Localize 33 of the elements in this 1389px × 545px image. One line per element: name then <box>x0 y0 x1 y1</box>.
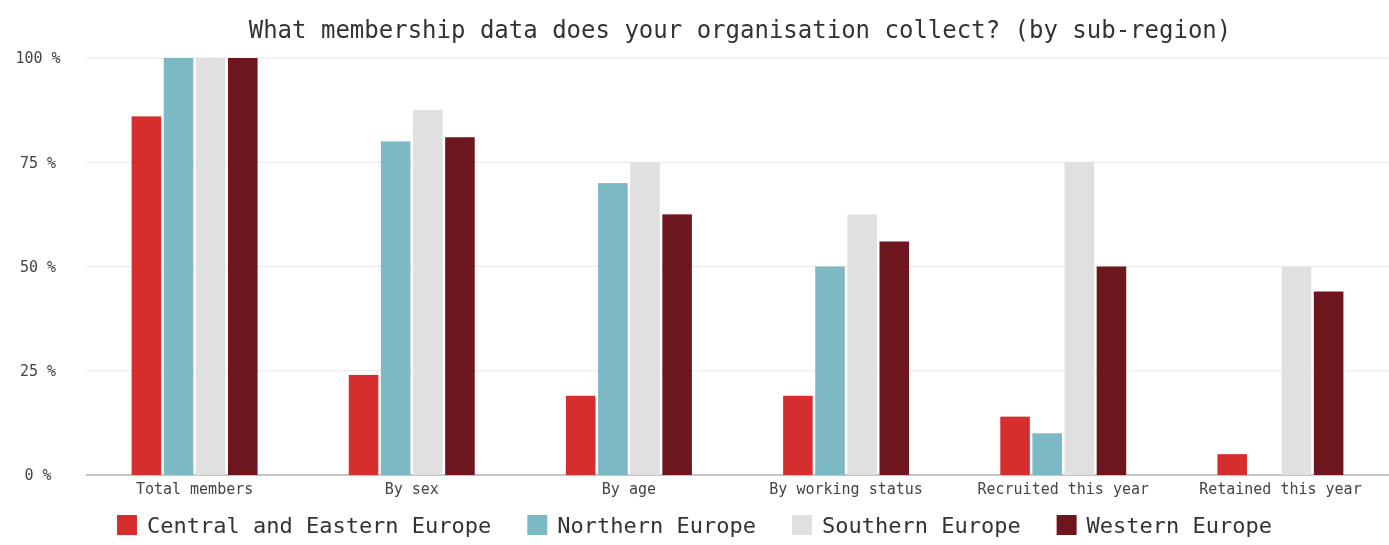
bar <box>598 183 628 475</box>
legend-label: Central and Eastern Europe <box>146 513 492 538</box>
x-tick-label: Total members <box>135 480 254 498</box>
x-tick-label: By age <box>601 480 657 498</box>
bar <box>662 214 692 475</box>
bar <box>879 241 910 475</box>
bar <box>348 374 379 475</box>
bar <box>1217 454 1247 475</box>
bar <box>228 58 258 475</box>
x-tick-label: Retained this year <box>1199 480 1362 498</box>
x-tick-label: By working status <box>769 480 923 498</box>
bar <box>783 395 813 475</box>
bar <box>131 116 162 475</box>
y-tick-label: 100 % <box>15 49 61 68</box>
x-tick-label: Recruited this year <box>977 480 1150 498</box>
bar <box>380 141 411 475</box>
bar <box>1096 266 1127 475</box>
y-tick-label: 0 % <box>24 466 52 485</box>
bar <box>1032 433 1062 475</box>
chart-title: What membership data does your organisation collect? (by sub-region) <box>248 16 1232 44</box>
y-tick-label: 50 % <box>19 257 57 276</box>
bar <box>1313 291 1344 475</box>
y-tick-label: 25 % <box>19 362 57 380</box>
legend-label: Western Europe <box>1086 513 1273 538</box>
legend-label: Southern Europe <box>821 513 1021 538</box>
bar <box>163 58 194 475</box>
x-tick-label: By sex <box>384 480 439 498</box>
legend-label: Northern Europe <box>557 513 756 538</box>
bar <box>1000 416 1030 475</box>
bar <box>445 137 475 475</box>
y-tick-label: 75 % <box>19 153 57 172</box>
bar <box>815 266 845 475</box>
bar <box>565 395 596 475</box>
